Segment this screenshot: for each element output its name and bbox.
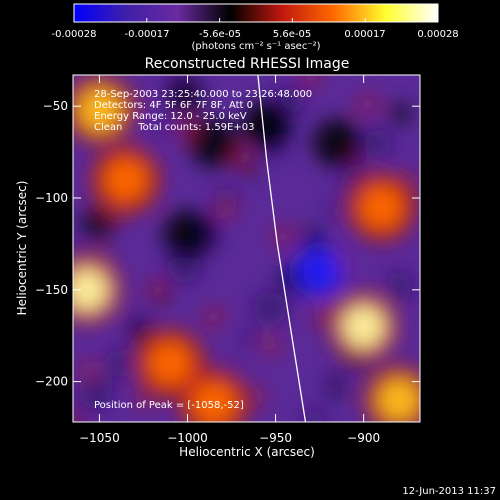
texture-blob [363, 128, 392, 157]
image-blobs [73, 75, 420, 422]
texture-blob [147, 279, 168, 300]
dark-region [242, 100, 291, 149]
colorbar-strip [73, 3, 439, 23]
texture-blob [104, 349, 133, 378]
colorbar: -0.00028 -0.00017 -5.6e-05 5.6e-05 0.000… [52, 3, 459, 52]
y-tick-label: −50 [43, 99, 68, 113]
texture-blob [277, 86, 306, 115]
bright-region [359, 185, 404, 230]
info-annotations: 28-Sep-2003 23:25:40.000 to 23:26:48.000… [94, 89, 312, 411]
peak-position-annotation: Position of Peak = [-1058,-52] [94, 400, 244, 411]
plot-frame [72, 74, 421, 423]
bright-region [341, 304, 386, 349]
texture-blob [216, 199, 237, 220]
date-stamp: 12-Jun-2013 11:37 [402, 486, 496, 497]
time-range-annotation: 28-Sep-2003 23:25:40.000 to 23:26:48.000 [94, 89, 312, 100]
texture-blob [329, 380, 346, 397]
x-tick-label: −1050 [79, 431, 120, 445]
texture-blob [260, 334, 281, 355]
texture-blob [168, 80, 203, 115]
y-axis-label: Heliocentric Y (arcsec) [15, 181, 29, 316]
colorbar-tick-label: 0.00028 [417, 29, 458, 40]
texture-blob [154, 118, 171, 135]
bright-region [376, 377, 420, 422]
texture-blob [303, 407, 326, 422]
texture-blob [327, 202, 344, 219]
bright-region [73, 267, 110, 312]
dark-region [295, 247, 344, 296]
texture-blob [80, 206, 115, 241]
texture-blob [73, 412, 83, 422]
texture-blob [175, 120, 196, 141]
clean-counts-annotation: Clean Total counts: 1.59E+03 [94, 122, 254, 133]
dark-region [313, 118, 362, 167]
energy-range-annotation: Energy Range: 12.0 - 25.0 keV [94, 111, 247, 122]
chart-title: Reconstructed RHESSI Image [145, 56, 350, 72]
texture-blob [301, 229, 324, 252]
bright-region [191, 381, 236, 422]
colorbar-tick-label: -0.00028 [52, 29, 97, 40]
x-tick-label: −950 [259, 431, 292, 445]
colorbar-tick-label: 5.6e-05 [273, 29, 311, 40]
colorbar-ticks [73, 18, 439, 22]
x-axis-label: Heliocentric X (arcsec) [179, 445, 315, 459]
texture-blob [239, 329, 256, 346]
solar-limb-curve [257, 75, 307, 422]
dark-region [163, 210, 212, 259]
y-tick-label: −100 [35, 191, 68, 205]
detectors-annotation: Detectors: 4F 5F 6F 7F 8F, Att 0 [94, 100, 253, 111]
texture-blob [244, 386, 265, 407]
y-tick-label: −150 [35, 283, 68, 297]
texture-blob [135, 388, 156, 409]
bright-region [147, 341, 192, 386]
texture-blob [391, 280, 414, 303]
x-tick-label: −1000 [167, 431, 208, 445]
texture-blob [78, 375, 113, 410]
texture-blob [313, 305, 334, 326]
texture-blob [389, 102, 412, 125]
texture-blob [253, 291, 288, 326]
colorbar-tick-label: -0.00017 [125, 29, 170, 40]
texture-blob [78, 360, 99, 381]
colorbar-tick-label: 0.00017 [344, 29, 385, 40]
texture-blob [203, 307, 224, 328]
colorbar-unit-label: (photons cm⁻² s⁻¹ asec⁻²) [191, 41, 320, 52]
x-tick-label: −900 [347, 431, 380, 445]
y-tick-label: −200 [35, 375, 68, 389]
bright-region [77, 87, 122, 132]
texture-blob [232, 147, 253, 168]
texture-blob [300, 75, 321, 87]
dark-region [189, 118, 238, 167]
texture-blob [357, 94, 378, 115]
bright-region [103, 157, 148, 202]
axes: −1050 −1000 −950 −900 −50 −100 −150 −200 [35, 75, 420, 445]
colorbar-tick-label: -5.6e-05 [199, 29, 241, 40]
plot-area [73, 75, 420, 422]
